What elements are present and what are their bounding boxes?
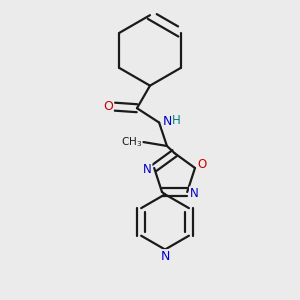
Text: N: N [163,115,172,128]
Text: N: N [160,250,170,263]
Text: CH$_3$: CH$_3$ [121,135,142,149]
Text: O: O [103,100,113,113]
Text: N: N [143,163,152,176]
Text: O: O [197,158,206,171]
Text: H: H [172,114,181,127]
Text: N: N [190,187,198,200]
